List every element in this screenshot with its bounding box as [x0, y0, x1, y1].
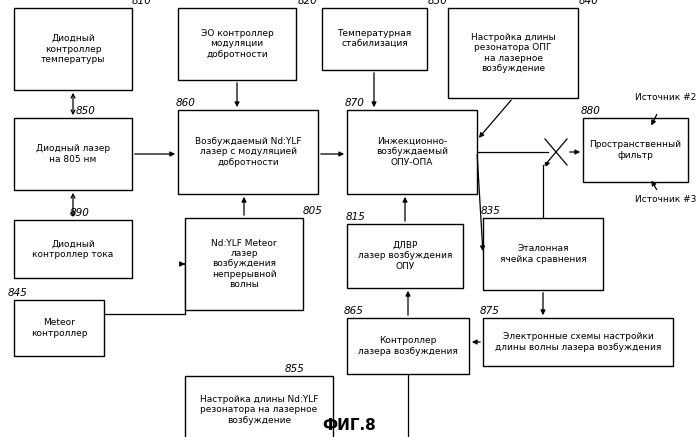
Text: 845: 845 — [8, 288, 28, 298]
Text: Источник #3: Источник #3 — [635, 195, 696, 205]
Text: 855: 855 — [285, 364, 305, 374]
Text: 835: 835 — [481, 206, 501, 216]
Text: Температурная
стабилизация: Температурная стабилизация — [338, 29, 412, 49]
Bar — [185, 376, 333, 437]
Text: Nd:YLF Meteor
лазер
возбуждения
непрерывной
волны: Nd:YLF Meteor лазер возбуждения непрерыв… — [211, 239, 277, 289]
Text: ДЛВР
лазер возбуждения
ОПУ: ДЛВР лазер возбуждения ОПУ — [358, 241, 452, 271]
Text: 870: 870 — [345, 98, 365, 108]
Bar — [347, 318, 469, 374]
Text: 805: 805 — [303, 206, 323, 216]
Text: Инжекционно-
возбуждаемый
ОПУ-ОПА: Инжекционно- возбуждаемый ОПУ-ОПА — [376, 137, 448, 167]
Text: 840: 840 — [579, 0, 599, 6]
Bar — [178, 110, 318, 194]
Text: 850: 850 — [76, 106, 96, 116]
Text: Электронные схемы настройки
длины волны лазера возбуждения: Электронные схемы настройки длины волны … — [495, 332, 661, 352]
Text: 810: 810 — [132, 0, 152, 6]
Text: Диодный
контроллер тока: Диодный контроллер тока — [32, 239, 114, 259]
Bar — [347, 224, 463, 288]
Text: 875: 875 — [480, 306, 500, 316]
Bar — [14, 8, 132, 90]
Bar — [14, 220, 132, 278]
Bar — [14, 118, 132, 190]
Text: Пространственный
фильтр: Пространственный фильтр — [589, 140, 682, 160]
Bar — [483, 218, 603, 290]
Text: 865: 865 — [344, 306, 364, 316]
Text: 880: 880 — [581, 106, 601, 116]
Bar — [185, 218, 303, 310]
Text: ФИГ.8: ФИГ.8 — [323, 417, 376, 433]
Bar — [347, 110, 477, 194]
Text: Эталонная
ячейка сравнения: Эталонная ячейка сравнения — [500, 244, 586, 264]
Text: 890: 890 — [70, 208, 90, 218]
Bar — [322, 8, 427, 70]
Text: Контроллер
лазера возбуждения: Контроллер лазера возбуждения — [358, 336, 458, 356]
Text: Meteor
контроллер: Meteor контроллер — [31, 318, 87, 338]
Bar — [448, 8, 578, 98]
Bar — [178, 8, 296, 80]
Text: Возбуждаемый Nd:YLF
лазер с модуляцией
добротности: Возбуждаемый Nd:YLF лазер с модуляцией д… — [195, 137, 301, 167]
Text: ЭО контроллер
модуляции
добротности: ЭО контроллер модуляции добротности — [201, 29, 273, 59]
Text: Диодный лазер
на 805 нм: Диодный лазер на 805 нм — [36, 144, 110, 164]
Bar — [14, 300, 104, 356]
Text: 860: 860 — [176, 98, 196, 108]
Bar — [583, 118, 688, 182]
Text: Настройка длины Nd:YLF
резонатора на лазерное
возбуждение: Настройка длины Nd:YLF резонатора на лаз… — [200, 395, 318, 425]
Text: 830: 830 — [428, 0, 448, 6]
Text: Источник #2: Источник #2 — [635, 94, 696, 103]
Bar — [483, 318, 673, 366]
Text: 815: 815 — [346, 212, 366, 222]
Text: Диодный
контроллер
температуры: Диодный контроллер температуры — [41, 34, 105, 64]
Text: Настройка длины
резонатора ОПГ
на лазерное
возбуждение: Настройка длины резонатора ОПГ на лазерн… — [470, 33, 555, 73]
Text: 820: 820 — [298, 0, 318, 6]
